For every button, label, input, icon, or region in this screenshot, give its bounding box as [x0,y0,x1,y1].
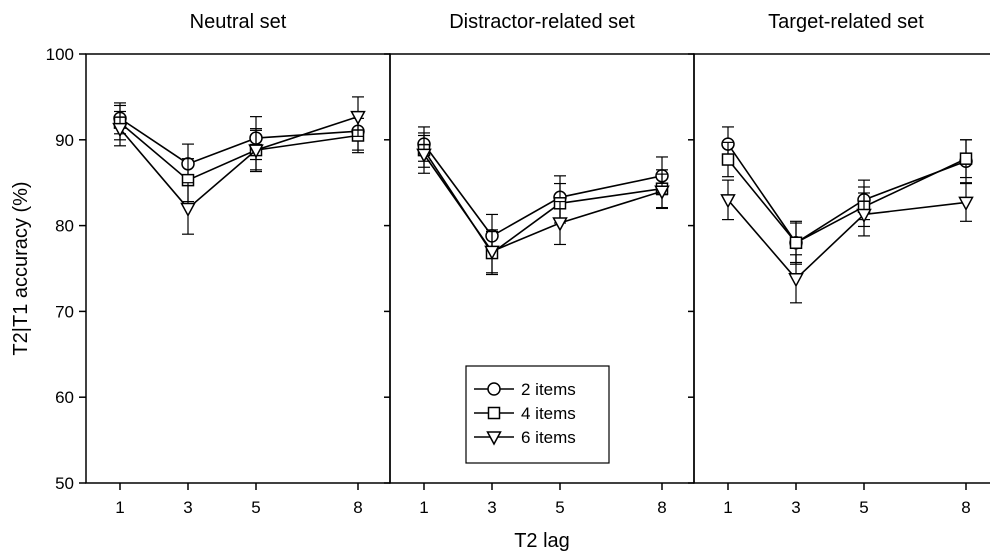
data-point [788,273,804,288]
series-line [727,143,967,244]
y-axis-label: T2|T1 accuracy (%) [10,181,32,355]
data-point [180,202,196,218]
data-point [958,196,974,212]
data-point [416,148,432,163]
series-line [119,115,359,210]
y-tick-label: 70 [55,302,74,321]
series-line [119,117,359,165]
y-tick-label: 60 [55,388,74,407]
legend-marker [487,406,501,420]
series-2-items [113,102,365,185]
series-6-items [112,96,366,235]
panel-frame [693,53,990,484]
x-tick-label: 5 [859,498,868,517]
panel-3: Target-related set 1 3 5 8 [693,11,990,517]
data-point [112,122,128,138]
x-tick-label: 1 [723,498,732,517]
y-axis: 50 60 70 80 90 100 [46,45,86,493]
legend-label: 6 items [521,428,576,447]
data-point [350,110,366,126]
panel-frame [85,53,391,484]
data-point [248,144,264,159]
panel-title: Neutral set [190,11,287,33]
x-tick-label: 3 [791,498,800,517]
series-2-items [417,126,669,258]
legend-item: 6 items [474,428,576,447]
x-tick-label: 1 [419,498,428,517]
x-tick-label: 8 [961,498,970,517]
x-tick-label: 3 [183,498,192,517]
series-line [423,143,663,237]
legend-marker [486,431,502,446]
series-6-items [720,179,974,304]
x-tick-label: 3 [487,498,496,517]
y-tick-label: 80 [55,217,74,236]
legend-item: 2 items [474,380,576,399]
series-line [727,157,967,244]
series-line [119,122,359,182]
data-point [959,152,973,165]
y-tick-label: 100 [46,45,74,64]
series-2-items [721,126,973,265]
data-point [552,217,568,232]
x-tick-label: 8 [657,498,666,517]
legend: 2 items 4 items 6 items [465,365,610,464]
series-4-items [417,132,669,276]
data-point [789,236,803,250]
x-axis-label: T2 lag [514,530,570,552]
panel-2: Distractor-related set 1 3 5 8 [389,11,695,517]
series-4-items [721,139,973,264]
data-point [720,194,736,209]
y-tick-label: 90 [55,131,74,150]
series-line [727,199,967,280]
data-point [856,208,872,224]
panel-1: Neutral set 1 3 5 8 [85,11,391,517]
series-6-items [416,134,670,274]
panel-title: Distractor-related set [449,11,635,33]
x-tick-label: 5 [555,498,564,517]
series-4-items [113,104,365,203]
y-tick-label: 50 [55,474,74,493]
x-tick-label: 1 [115,498,124,517]
legend-label: 2 items [521,380,576,399]
panels-layer: Neutral set 1 3 5 8 Distractor-related set 1 3 5… [85,11,990,517]
panel-title: Target-related set [768,11,924,33]
data-point [721,153,735,166]
series-line [423,153,663,253]
x-tick-label: 5 [251,498,260,517]
x-tick-label: 8 [353,498,362,517]
legend-label: 4 items [521,404,576,423]
data-point [484,245,500,260]
legend-marker [487,382,501,396]
data-point [654,185,670,200]
legend-item: 4 items [474,404,576,423]
